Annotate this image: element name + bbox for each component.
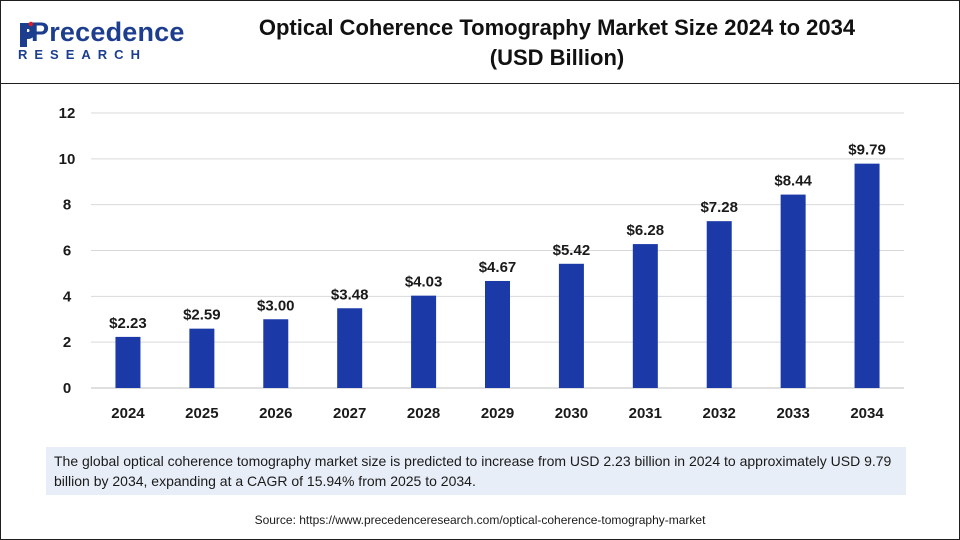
- bar: [632, 244, 658, 388]
- header: Precedence RESEARCH Optical Coherence To…: [1, 1, 959, 84]
- data-label: $4.03: [405, 274, 443, 291]
- bar: [854, 163, 880, 388]
- data-label: $2.59: [183, 307, 221, 324]
- summary-note: The global optical coherence tomography …: [46, 447, 906, 495]
- data-label: $2.23: [109, 315, 147, 332]
- logo-brand: Precedence: [31, 17, 185, 47]
- bar: [115, 336, 141, 388]
- bar: [189, 328, 215, 388]
- data-label: $9.79: [848, 142, 886, 159]
- x-tick-label: 2030: [555, 405, 588, 422]
- title-line-1: Optical Coherence Tomography Market Size…: [258, 15, 856, 40]
- x-tick-label: 2029: [481, 405, 514, 422]
- logo-mark-icon: [20, 21, 35, 47]
- y-tick-label: 6: [63, 243, 71, 260]
- x-tick-label: 2026: [259, 405, 292, 422]
- x-tick-label: 2034: [850, 405, 884, 422]
- bar: [263, 319, 289, 388]
- data-label: $4.67: [479, 259, 517, 276]
- y-tick-label: 12: [59, 105, 76, 122]
- y-tick-label: 0: [63, 380, 71, 397]
- bar: [706, 221, 732, 388]
- title-line-2: (USD Billion): [489, 45, 625, 70]
- x-tick-label: 2031: [629, 405, 662, 422]
- bar: [337, 308, 363, 388]
- y-tick-label: 4: [63, 288, 72, 305]
- bars: $2.23 $2.59 $3.00 $3.48 $4.03 $4.67 $5.42 $6.28…: [109, 142, 886, 388]
- data-label: $7.28: [700, 199, 738, 216]
- x-axis: 2024 2025 2026 2027 2028 2029 2030 2031 2032 2033…: [111, 405, 884, 422]
- bar: [485, 280, 510, 388]
- data-label: $8.44: [774, 173, 812, 190]
- bar: [780, 194, 806, 388]
- data-label: $3.00: [257, 297, 295, 314]
- x-tick-label: 2033: [776, 405, 809, 422]
- y-tick-label: 10: [59, 151, 76, 168]
- bar: [411, 295, 437, 388]
- logo: Precedence RESEARCH: [17, 13, 184, 71]
- x-tick-label: 2032: [703, 405, 736, 422]
- y-tick-label: 2: [63, 334, 71, 351]
- y-tick-label: 8: [63, 197, 71, 214]
- data-label: $3.48: [331, 286, 369, 303]
- data-label: $5.42: [553, 242, 591, 259]
- chart-title: Optical Coherence Tomography Market Size…: [201, 13, 913, 73]
- source-text: Source: https://www.precedenceresearch.c…: [254, 513, 706, 527]
- data-label: $6.28: [627, 222, 665, 239]
- x-tick-label: 2024: [111, 405, 145, 422]
- logo-sub: RESEARCH: [18, 47, 147, 62]
- bar: [558, 263, 584, 388]
- bar-chart: 0 2 4 6 8 10 12 $2.23 $2.59 $3.00 $3.48 $4.03 $4.67…: [59, 105, 904, 422]
- y-axis: 0 2 4 6 8 10 12: [59, 105, 76, 397]
- x-tick-label: 2027: [333, 405, 366, 422]
- x-tick-label: 2028: [407, 405, 440, 422]
- x-tick-label: 2025: [185, 405, 218, 422]
